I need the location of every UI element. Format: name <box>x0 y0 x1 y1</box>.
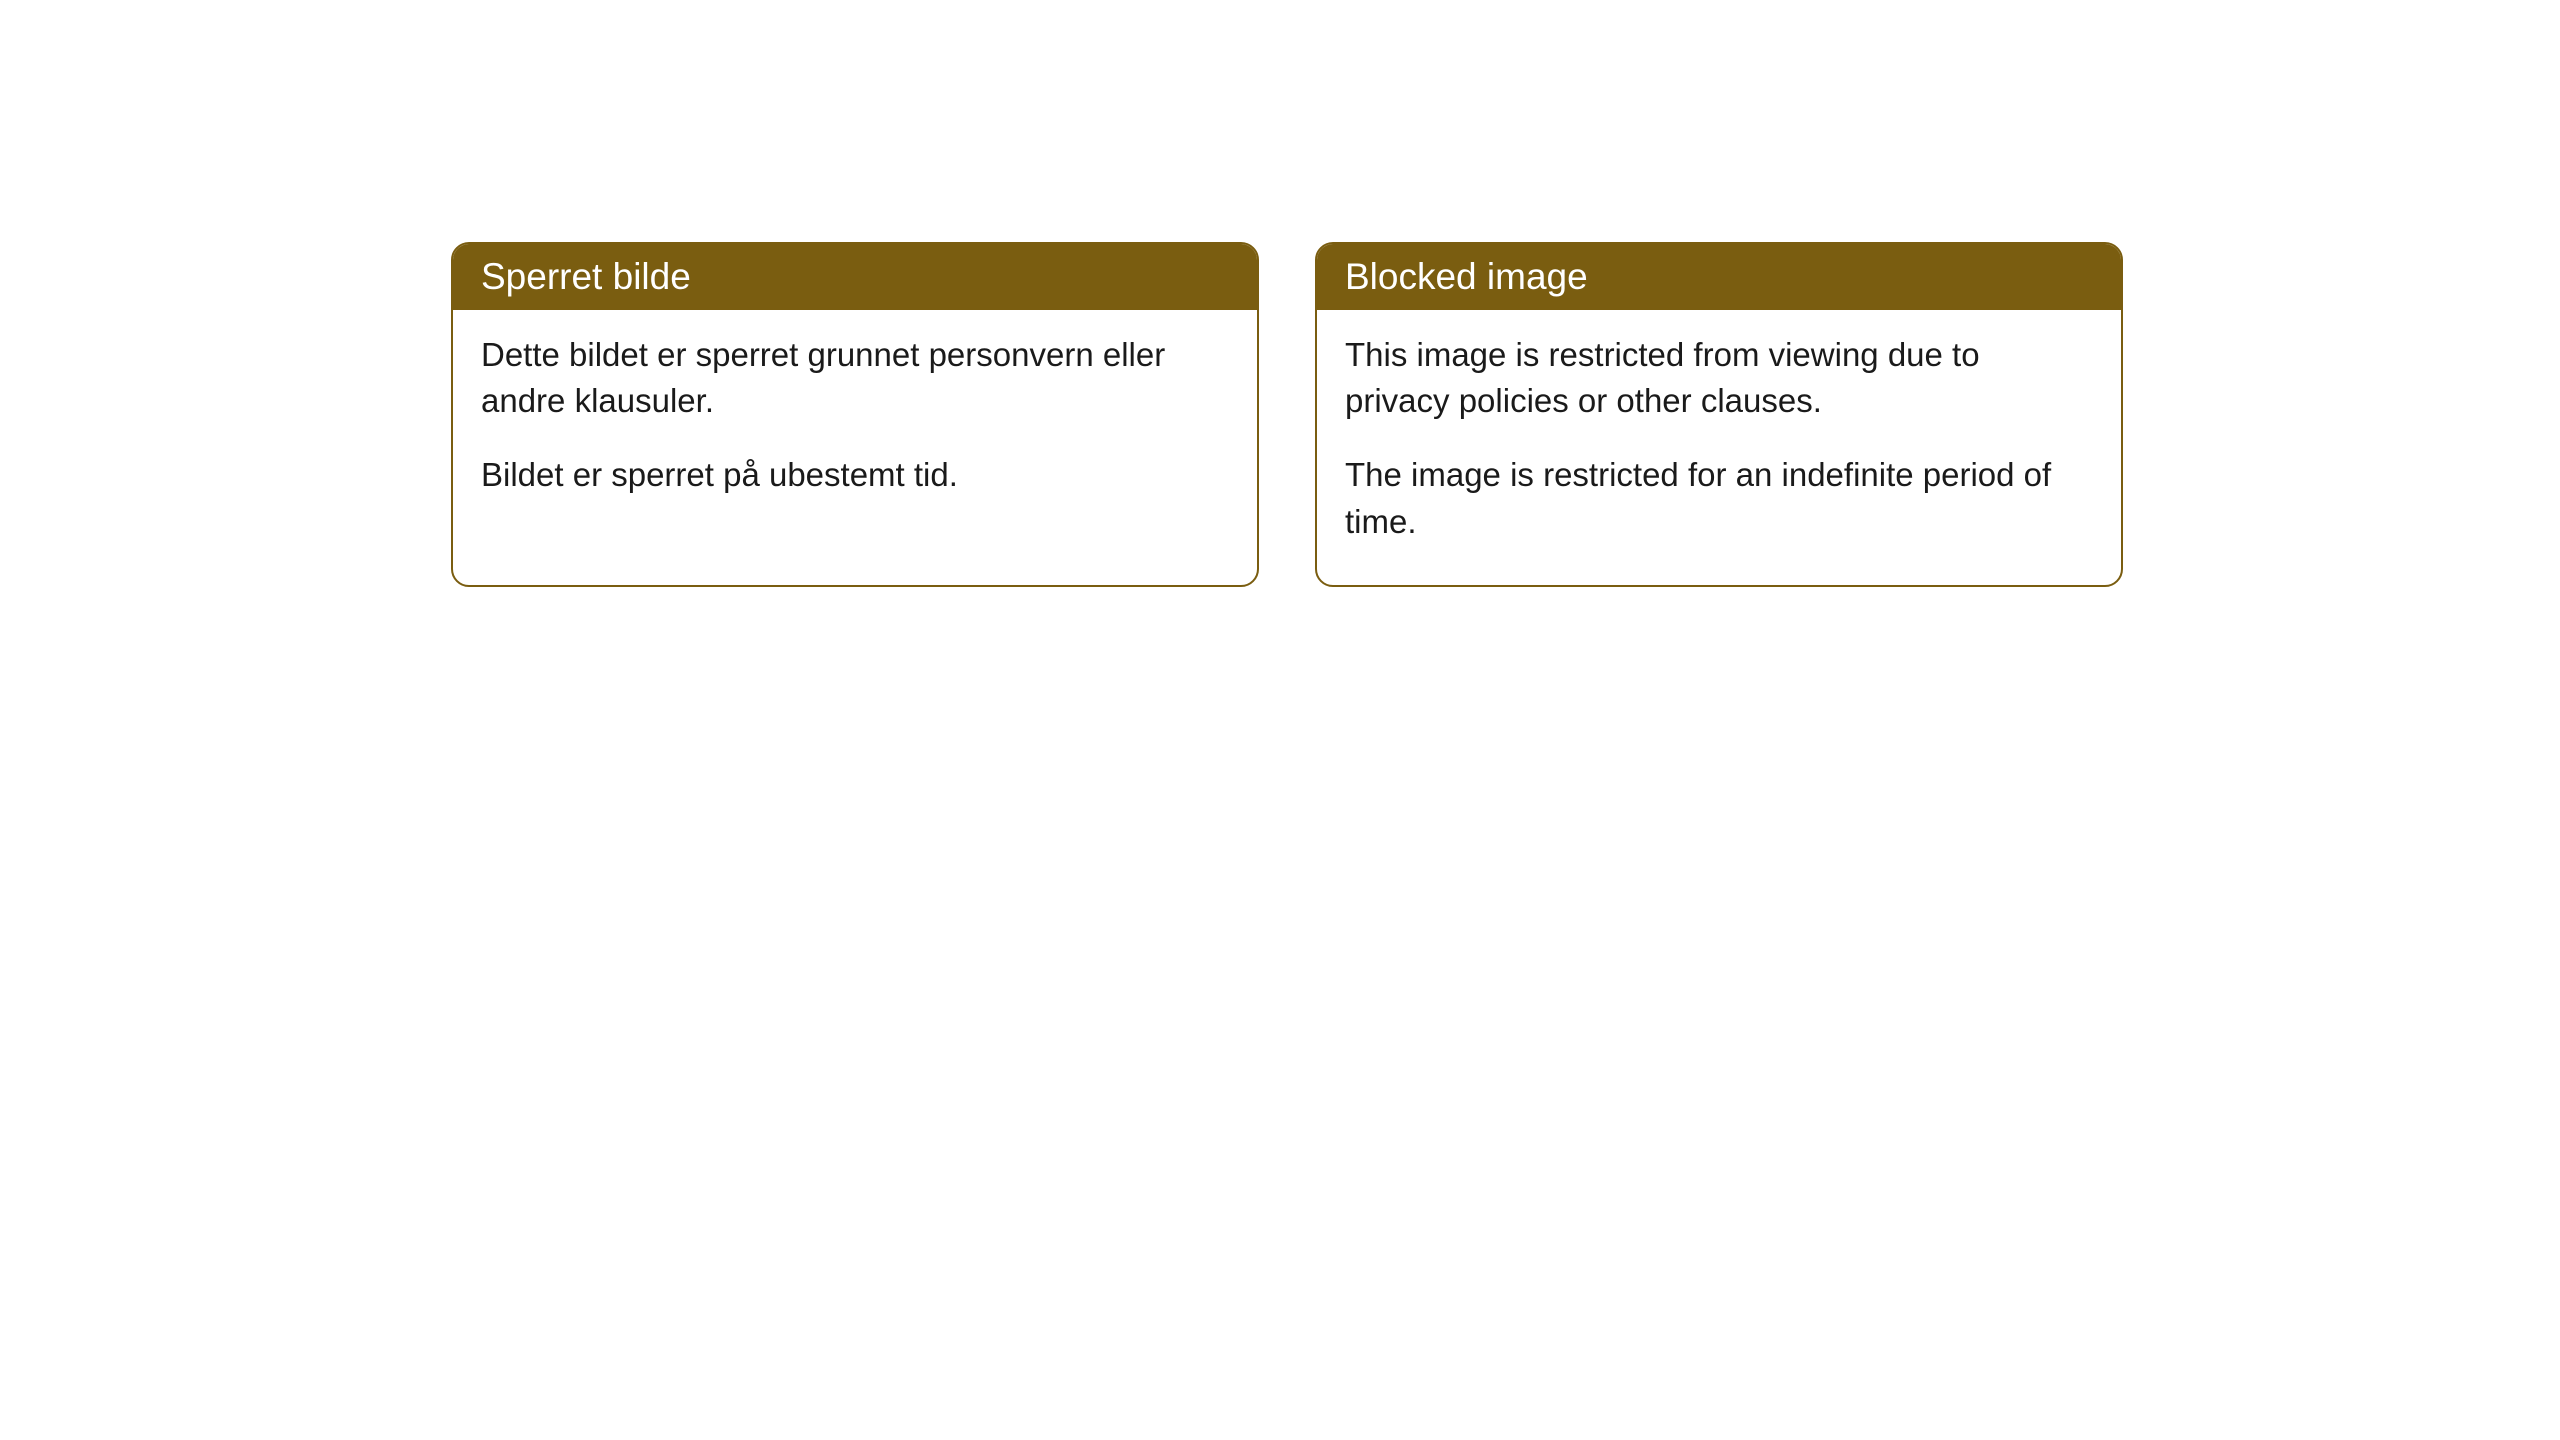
card-header: Blocked image <box>1317 244 2121 310</box>
card-title: Blocked image <box>1345 256 1588 297</box>
card-header: Sperret bilde <box>453 244 1257 310</box>
card-title: Sperret bilde <box>481 256 691 297</box>
card-paragraph: Dette bildet er sperret grunnet personve… <box>481 332 1229 424</box>
notice-card-english: Blocked image This image is restricted f… <box>1315 242 2123 587</box>
card-body: This image is restricted from viewing du… <box>1317 310 2121 585</box>
card-paragraph: The image is restricted for an indefinit… <box>1345 452 2093 544</box>
card-body: Dette bildet er sperret grunnet personve… <box>453 310 1257 539</box>
card-paragraph: Bildet er sperret på ubestemt tid. <box>481 452 1229 498</box>
card-paragraph: This image is restricted from viewing du… <box>1345 332 2093 424</box>
notice-card-norwegian: Sperret bilde Dette bildet er sperret gr… <box>451 242 1259 587</box>
notice-cards-container: Sperret bilde Dette bildet er sperret gr… <box>451 242 2123 587</box>
